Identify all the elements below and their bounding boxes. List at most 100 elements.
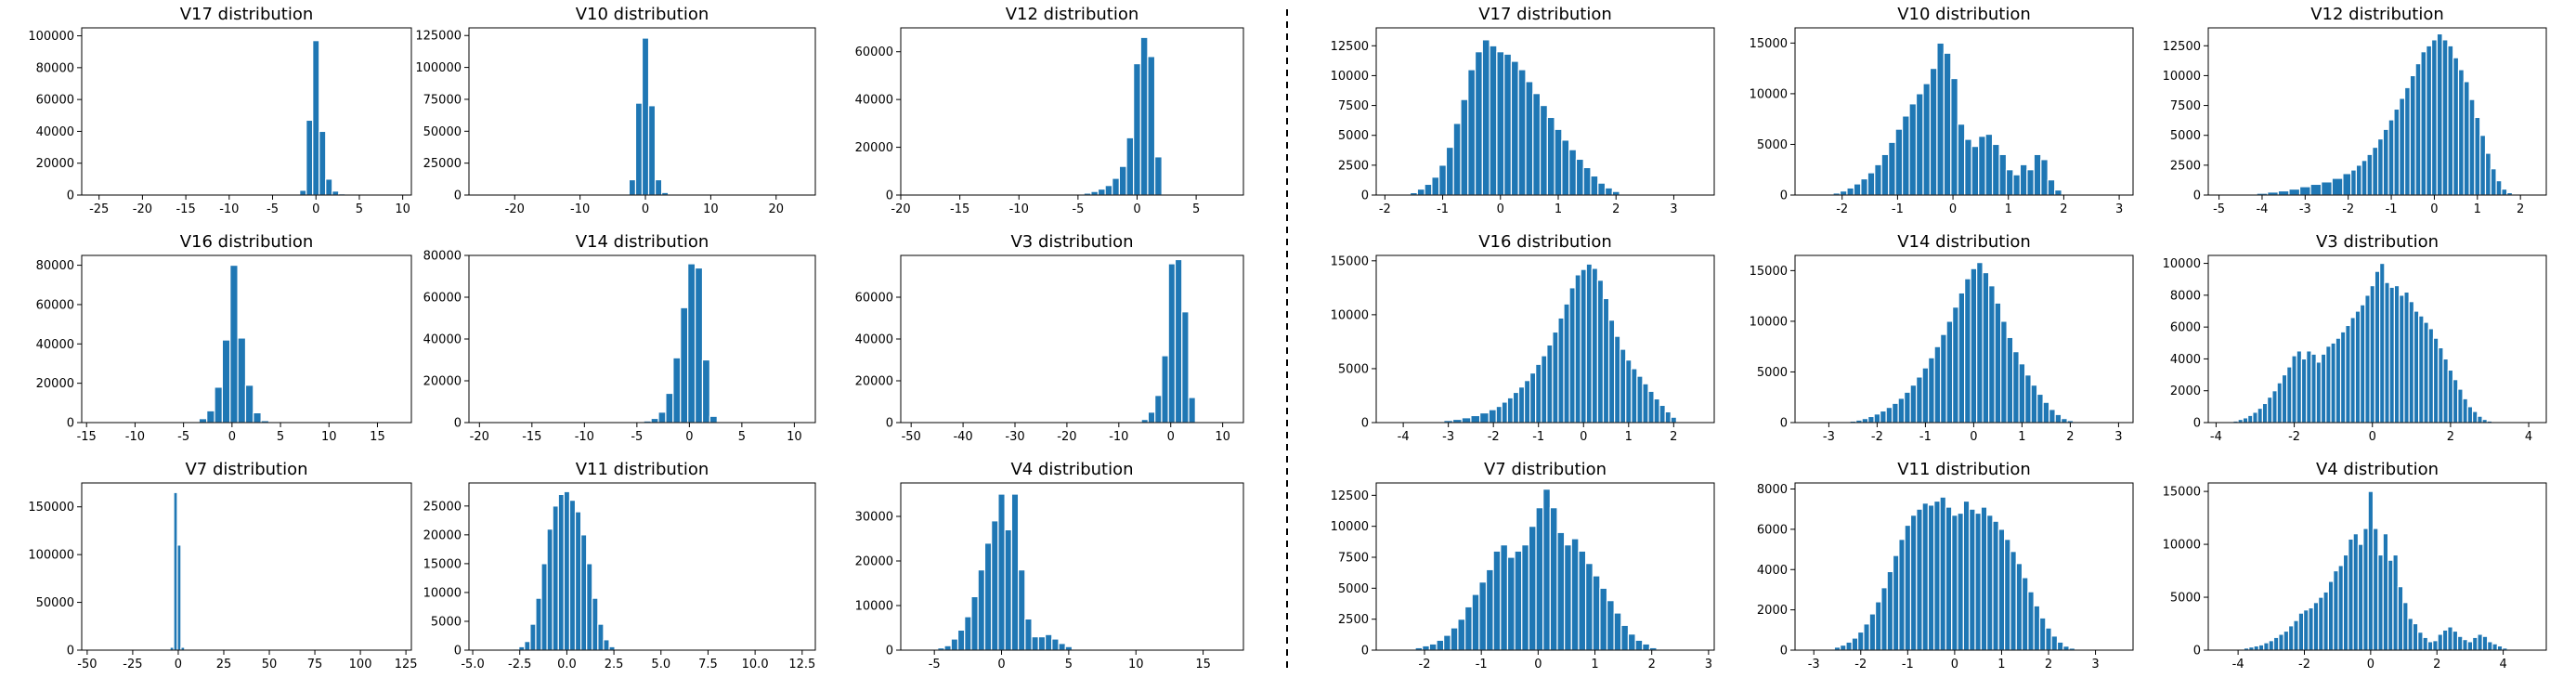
histogram-bar [665,392,674,424]
histogram-bar [1452,123,1462,196]
x-tick-label: 1 [1591,658,1598,671]
histogram-bar [2267,396,2273,424]
histogram-bar [2369,284,2375,424]
y-tick-label: 75000 [423,93,462,107]
histogram-bar [2382,533,2389,651]
x-tick-label: 2.5 [605,658,624,671]
x-tick-label: 2 [2517,202,2524,216]
x-tick-label: -30 [1005,430,1024,444]
histogram-bar [1445,146,1454,196]
y-tick-label: 80000 [423,250,462,264]
histogram-bar [557,493,565,651]
histogram-bar [332,190,340,196]
x-tick-label: 1 [1555,202,1562,216]
histogram-bar [1517,386,1526,424]
plot-frame [1794,27,2134,196]
histogram-bar [1880,153,1890,196]
x-tick-label: 0 [685,430,693,444]
plot-frame [900,27,1244,196]
histogram-bar [2452,57,2460,196]
histogram-bar [1181,311,1190,424]
histogram-bar [2372,146,2379,196]
chart-title: V14 distribution [1897,232,2031,252]
x-tick-label: 1 [1997,658,2005,671]
histogram-bar [563,490,571,651]
histogram-bar [1634,639,1644,651]
histogram-bar [1599,587,1608,651]
y-tick-label: 50000 [423,125,462,139]
x-tick-label: -15 [522,430,541,444]
histogram-bar [964,616,972,651]
histogram-bar [1964,278,1971,424]
histogram-bar [2364,294,2371,424]
histogram-bar [2012,351,2020,424]
histogram-bar [2348,538,2354,651]
x-tick-label: 0 [1497,202,1504,216]
histogram-bar [1978,136,1986,196]
histogram-bar [2331,177,2344,196]
histogram-bar [1867,415,1875,424]
histogram-bar [1528,526,1537,651]
x-tick-label: -3 [1442,430,1454,444]
histogram-bar [1018,568,1026,651]
histogram-bar [1174,258,1183,424]
x-tick-label: 50 [262,658,278,671]
y-tick-label: 7500 [1338,99,1369,113]
histogram-bar [1964,138,1972,196]
histogram-bar [2038,617,2047,651]
histogram-bar [1642,643,1651,651]
histogram-bar [650,417,659,424]
x-tick-label: 0 [2430,202,2438,216]
histogram-bar [2412,622,2419,651]
histogram-bar [1659,404,1666,424]
histogram-bar [1851,637,1859,651]
histogram-bar [2061,418,2068,424]
histogram-bar [2257,407,2263,424]
histogram-bar [2463,81,2470,196]
x-tick-label: 10 [321,430,337,444]
histogram-bar [1496,51,1505,196]
x-tick-label: 0 [1949,202,1957,216]
histogram-bar [956,629,966,651]
x-tick-label: 0 [1580,430,1587,444]
y-tick-label: 0 [67,417,74,431]
histogram-bar [1051,638,1060,651]
y-tick-label: 5000 [1338,582,1369,596]
histogram-bar [1845,641,1853,651]
x-tick-label: 0 [2369,430,2376,444]
histogram-bar [1031,635,1039,651]
x-tick-label: -5 [2213,202,2225,216]
histogram-bar [1992,520,1999,651]
histogram-bar [1479,411,1490,424]
histogram-bar [1118,165,1127,196]
histogram-bar [1933,500,1941,651]
histogram-bar [1664,411,1672,424]
histogram-bar [2437,633,2444,651]
x-tick-label: 1 [2005,202,2012,216]
histogram-bar [2033,605,2041,651]
histogram-bar [1500,544,1509,651]
x-tick-label: 0 [997,658,1005,671]
y-tick-label: 80000 [36,61,74,75]
histogram-chart: V11 distribution -5.0 -2.5 0.0 2.5 5.0 7.5 10.0… [423,460,816,671]
x-tick-label: 3 [2115,202,2123,216]
histogram-bar [2468,98,2476,196]
histogram-bar [1492,550,1502,651]
histogram-bar [1478,581,1488,651]
histogram-bar [2310,353,2317,424]
histogram-bar [1860,177,1868,196]
histogram-bar [1471,593,1480,651]
histogram-bar [2033,153,2042,196]
histogram-bar [1976,262,1984,424]
histogram-bar [2045,627,2052,651]
histogram-bar [2263,642,2270,651]
histogram-bar [325,178,333,196]
x-tick-label: 20 [769,202,785,216]
chart-title: V11 distribution [576,460,709,479]
histogram-bar [2392,554,2399,651]
histogram-bar [552,505,559,651]
histogram-bar [2278,633,2284,651]
x-tick-label: -3 [2299,202,2311,216]
histogram-chart: V12 distribution -20 -15 -10 -5 0 5 0 20000 40000… [855,5,1244,216]
